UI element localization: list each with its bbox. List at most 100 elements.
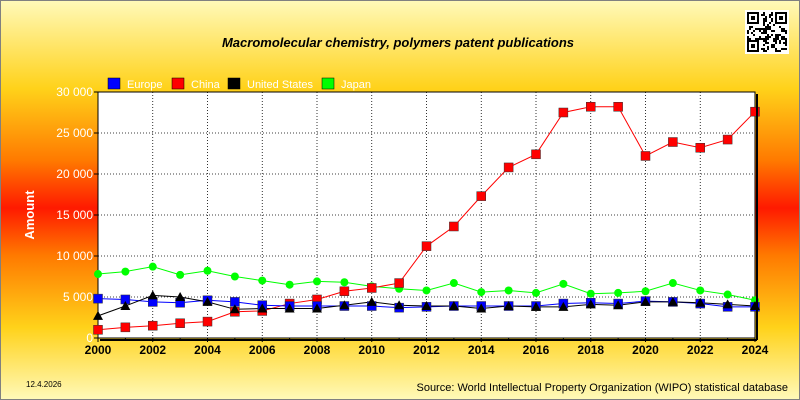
legend-label: Europe (127, 79, 162, 91)
data-point (449, 221, 459, 232)
x-tick-label: 2020 (632, 343, 659, 357)
y-axis-label: Amount (22, 190, 37, 240)
data-point (93, 310, 103, 320)
y-tick-label: 30 000 (56, 85, 93, 99)
data-point (339, 300, 350, 310)
data-point (613, 300, 624, 310)
y-tick-label: 20 000 (56, 167, 93, 181)
data-point (202, 296, 213, 306)
x-tick-label: 2002 (139, 343, 166, 357)
y-tick-label: 15 000 (56, 208, 93, 222)
data-point (394, 278, 404, 288)
legend-label: United States (247, 79, 314, 91)
y-tick-label: 0 (86, 331, 93, 345)
data-point (339, 286, 350, 297)
data-point (614, 288, 623, 297)
legend-label: China (191, 79, 221, 91)
data-point (613, 102, 623, 112)
data-point (668, 137, 678, 147)
y-tick-label: 25 000 (56, 126, 93, 140)
data-point (258, 276, 267, 285)
data-point (723, 290, 732, 299)
data-point (94, 270, 102, 279)
data-point (257, 303, 268, 313)
data-point (585, 299, 596, 309)
y-tick-label: 10 000 (56, 249, 93, 263)
data-point (558, 107, 569, 118)
data-point (695, 297, 706, 307)
data-point (532, 288, 540, 297)
data-point (203, 266, 212, 275)
x-tick-label: 2024 (742, 343, 769, 357)
x-tick-label: 2022 (687, 343, 714, 357)
data-point (476, 191, 486, 201)
chart-title: Macromolecular chemistry, polymers paten… (222, 35, 574, 50)
data-point (586, 102, 596, 112)
data-point (641, 287, 650, 296)
data-point (313, 277, 321, 286)
data-point (558, 301, 569, 311)
data-point (696, 286, 705, 295)
data-point (93, 325, 103, 335)
data-point (93, 293, 103, 304)
footer-date: 12.4.2026 (26, 380, 62, 389)
data-point (750, 106, 760, 117)
qr-pattern (747, 12, 787, 52)
data-point (640, 296, 651, 306)
data-point (229, 304, 240, 314)
x-tick-label: 2014 (468, 343, 495, 357)
data-point (284, 303, 295, 313)
data-point (176, 270, 185, 279)
y-axis: 0 5 000 10 000 15 000 20 000 25 000 30 000 (56, 85, 98, 345)
data-point (147, 290, 158, 300)
data-point (175, 318, 185, 328)
x-tick-label: 2012 (413, 343, 440, 357)
data-point (503, 162, 514, 173)
x-tick-label: 2018 (577, 343, 604, 357)
x-tick-label: 2000 (85, 343, 112, 357)
data-point (504, 286, 513, 295)
legend-swatch (227, 77, 241, 90)
data-point (667, 296, 678, 306)
data-point (586, 289, 595, 298)
data-point (695, 143, 705, 153)
data-point (340, 278, 349, 287)
data-point (421, 301, 432, 311)
data-point (230, 272, 239, 281)
data-point (120, 301, 131, 311)
x-tick-label: 2016 (523, 343, 550, 357)
legend-label: Japan (341, 79, 371, 91)
data-point (175, 292, 186, 301)
data-point (722, 134, 733, 145)
x-tick-label: 2010 (358, 343, 385, 357)
data-point (312, 303, 322, 313)
data-point (422, 286, 431, 295)
x-tick-label: 2004 (194, 343, 221, 357)
data-point (366, 296, 377, 306)
data-point (421, 241, 432, 251)
data-point (668, 279, 677, 288)
series-layer (93, 102, 760, 335)
data-point (394, 300, 405, 310)
qr-code-icon (745, 10, 789, 54)
data-point (640, 151, 651, 161)
data-point (477, 288, 486, 297)
footer-source: Source: World Intellectual Property Orga… (416, 382, 788, 394)
y-tick-label: 5 000 (63, 290, 93, 304)
data-point (531, 149, 541, 160)
data-point (285, 280, 294, 289)
legend-swatch (171, 77, 185, 90)
data-point (722, 299, 733, 309)
legend-swatch (107, 77, 121, 90)
legend: Europe China United States Japan (107, 77, 371, 91)
data-point (503, 301, 514, 311)
x-axis: 2000 2002 2004 2006 2008 2010 2012 2014 2016 2018… (85, 338, 769, 357)
data-point (148, 320, 158, 331)
data-point (559, 279, 568, 288)
data-point (367, 283, 377, 293)
x-tick-label: 2006 (249, 343, 276, 357)
data-point (202, 316, 213, 327)
data-point (449, 279, 458, 288)
x-tick-label: 2008 (304, 343, 331, 357)
legend-swatch (321, 77, 335, 90)
